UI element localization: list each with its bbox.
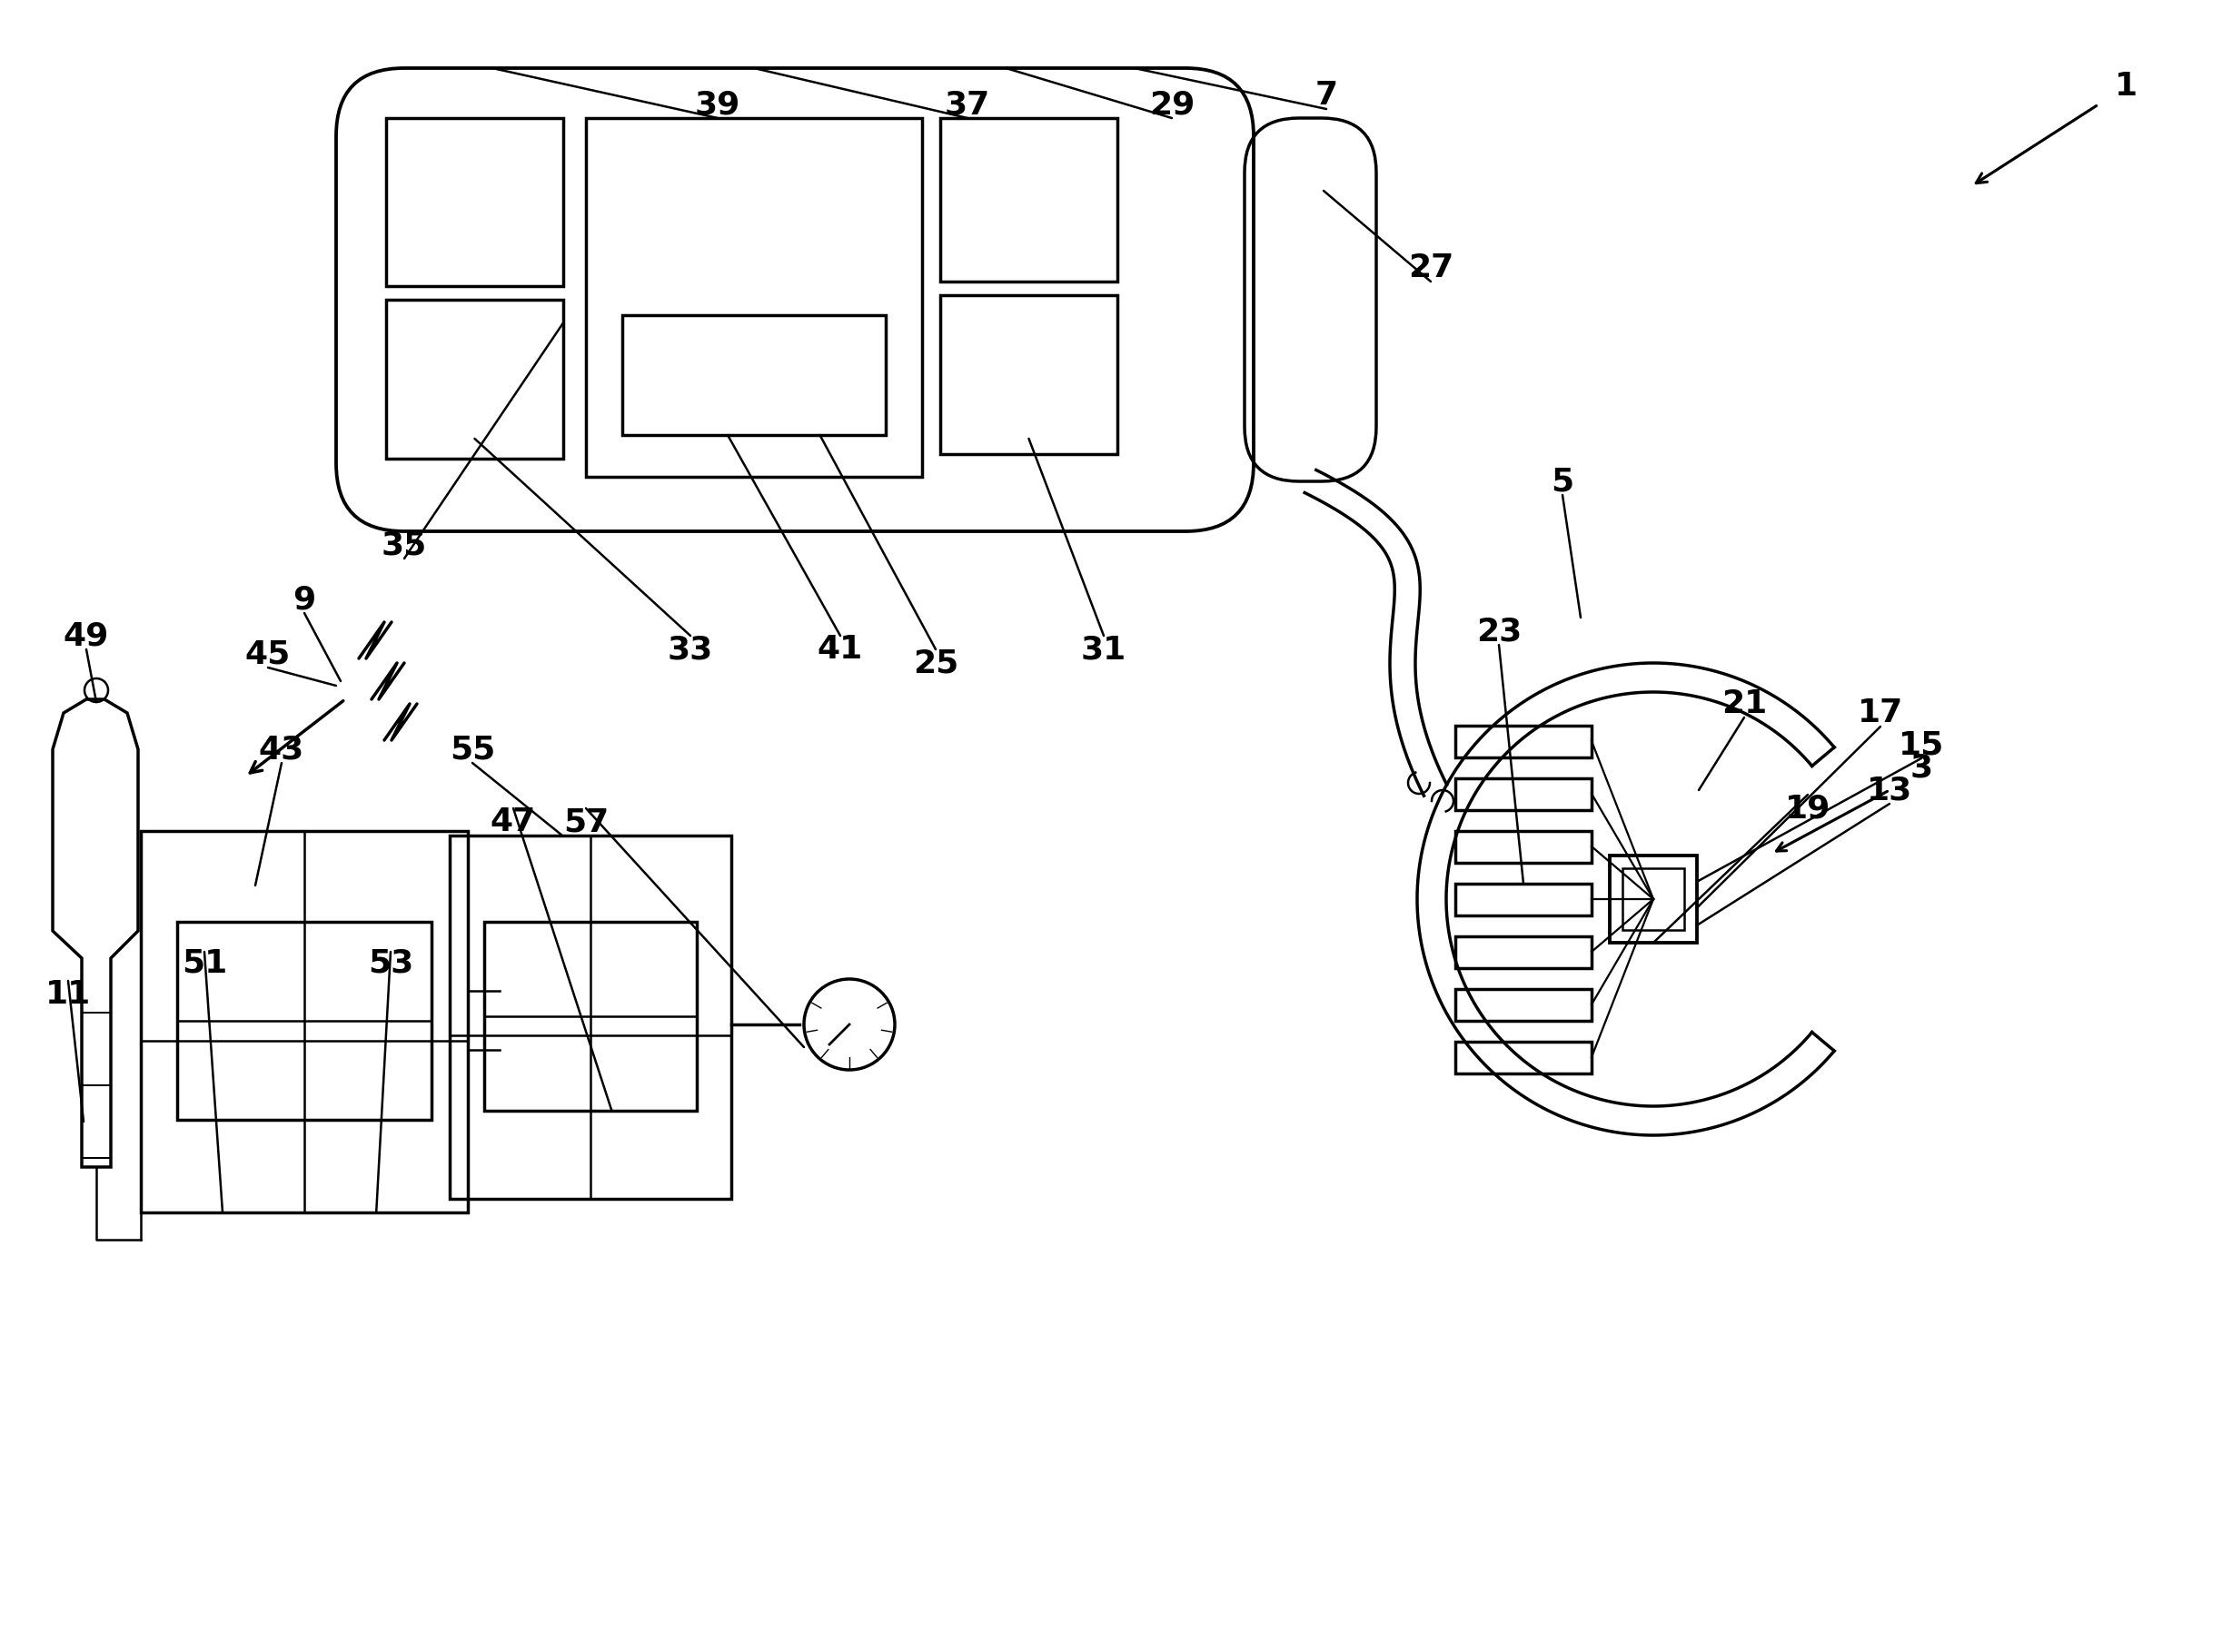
Text: 29: 29 bbox=[1149, 89, 1194, 121]
Text: 51: 51 bbox=[181, 947, 228, 978]
Text: 33: 33 bbox=[667, 634, 714, 664]
Text: 45: 45 bbox=[246, 638, 290, 669]
Text: 25: 25 bbox=[913, 648, 958, 679]
Text: 19: 19 bbox=[1786, 793, 1830, 824]
Text: 57: 57 bbox=[562, 806, 609, 838]
Bar bbox=[1455, 990, 1591, 1021]
Text: 41: 41 bbox=[817, 634, 864, 664]
Text: 49: 49 bbox=[62, 620, 109, 651]
Text: 47: 47 bbox=[491, 806, 536, 838]
Bar bbox=[386, 299, 562, 459]
Bar bbox=[1455, 937, 1591, 968]
Text: 35: 35 bbox=[382, 530, 426, 560]
Text: 1: 1 bbox=[2114, 71, 2136, 102]
Text: 55: 55 bbox=[449, 733, 496, 765]
Text: 17: 17 bbox=[1857, 697, 1904, 729]
Bar bbox=[1455, 1042, 1591, 1074]
Bar bbox=[1455, 884, 1591, 915]
Bar bbox=[484, 922, 696, 1110]
Text: 39: 39 bbox=[694, 89, 741, 121]
Bar bbox=[449, 836, 732, 1199]
Text: 23: 23 bbox=[1475, 616, 1522, 646]
Text: 53: 53 bbox=[368, 947, 413, 978]
Text: 21: 21 bbox=[1721, 689, 1768, 719]
Text: 7: 7 bbox=[1315, 79, 1337, 111]
Text: 37: 37 bbox=[944, 89, 991, 121]
Text: 13: 13 bbox=[1866, 775, 1913, 806]
Bar bbox=[1455, 831, 1591, 862]
Text: 3: 3 bbox=[1911, 752, 1933, 783]
Bar bbox=[940, 296, 1118, 454]
Bar bbox=[1623, 869, 1685, 930]
Text: 43: 43 bbox=[259, 733, 304, 765]
Text: 15: 15 bbox=[1899, 729, 1944, 760]
Bar bbox=[623, 316, 886, 434]
Bar bbox=[176, 922, 431, 1120]
Bar bbox=[1455, 778, 1591, 809]
Bar bbox=[940, 117, 1118, 281]
Text: 31: 31 bbox=[1080, 634, 1127, 664]
Text: 5: 5 bbox=[1551, 466, 1574, 497]
Text: 11: 11 bbox=[45, 980, 92, 1009]
Bar bbox=[1455, 725, 1591, 757]
Text: 27: 27 bbox=[1408, 253, 1453, 284]
Text: 9: 9 bbox=[292, 583, 315, 615]
Bar bbox=[1609, 856, 1696, 943]
Bar bbox=[141, 831, 469, 1213]
Bar bbox=[587, 117, 922, 477]
Bar bbox=[386, 117, 562, 286]
